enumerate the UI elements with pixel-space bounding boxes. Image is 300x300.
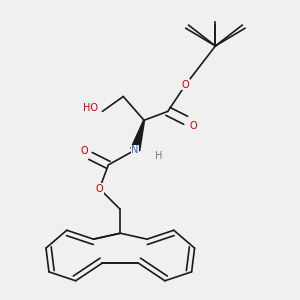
Text: O: O [189,121,197,131]
Text: HO: HO [83,103,98,113]
Text: O: O [96,184,103,194]
Text: N: N [131,145,139,155]
Text: O: O [182,80,190,90]
Text: O: O [81,146,88,157]
Polygon shape [130,120,145,152]
Text: H: H [155,151,163,161]
